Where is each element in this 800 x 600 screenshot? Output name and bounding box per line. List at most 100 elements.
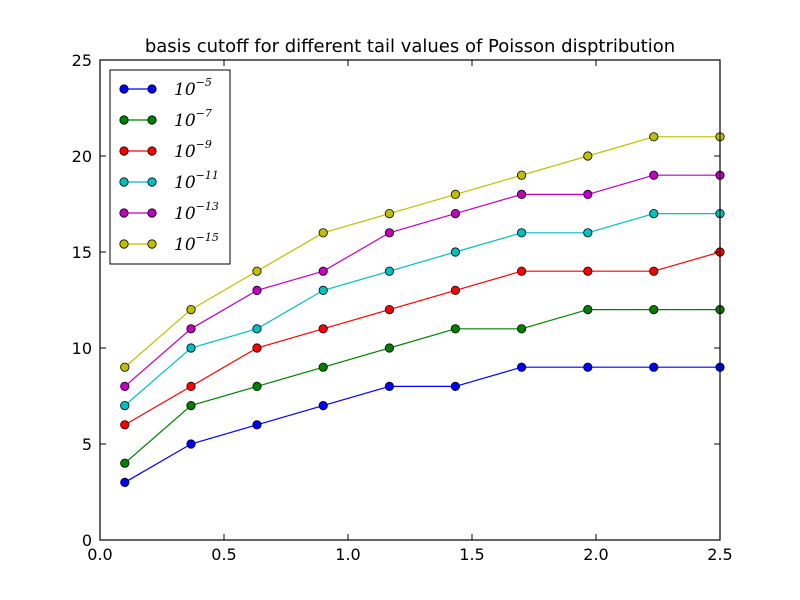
y-tick-label: 0 — [82, 531, 92, 550]
series-line — [124, 136, 720, 368]
data-point — [516, 362, 527, 372]
legend-box — [109, 69, 231, 265]
legend-marker — [147, 177, 157, 187]
data-point — [120, 400, 130, 411]
legend-label: 10−11 — [174, 169, 219, 193]
data-point — [649, 170, 659, 180]
data-point — [252, 324, 262, 334]
legend-marker — [119, 177, 129, 187]
series-3 — [120, 247, 725, 430]
data-point — [318, 266, 328, 276]
y-tick-label: 10 — [72, 339, 92, 358]
legend-marker — [147, 84, 157, 94]
data-point — [450, 381, 460, 391]
data-point — [252, 343, 262, 353]
data-point — [649, 266, 659, 276]
data-point — [384, 266, 395, 276]
data-point — [252, 420, 262, 430]
y-tick-label: 25 — [72, 51, 92, 70]
data-point — [318, 228, 328, 238]
series-line — [124, 174, 720, 387]
data-point — [583, 189, 593, 199]
legend-item: 10−7 — [119, 107, 212, 131]
data-point — [120, 477, 130, 487]
x-tick-label: 2.5 — [707, 545, 732, 564]
data-point — [516, 228, 527, 238]
y-tick-label: 5 — [82, 435, 92, 454]
data-point — [252, 266, 262, 276]
data-point — [120, 458, 130, 468]
y-tick-label: 20 — [72, 147, 92, 166]
x-tick-label: 1.0 — [335, 545, 360, 564]
legend-marker — [147, 239, 157, 249]
x-tick-label: 0.0 — [87, 545, 112, 564]
data-point — [384, 381, 395, 391]
data-point — [516, 170, 527, 180]
axes-layer: 0.0 0.5 1.0 1.5 2.0 2.5 0 5 10 15 20 25 — [72, 51, 733, 564]
plot-frame — [99, 59, 721, 541]
data-point — [649, 209, 659, 219]
legend-marker — [119, 239, 129, 249]
data-point — [186, 304, 196, 315]
data-point — [186, 400, 196, 411]
legend-label: 10−13 — [174, 200, 219, 224]
data-point — [450, 247, 460, 257]
legend-marker — [119, 115, 129, 125]
data-point — [318, 362, 328, 372]
data-point — [252, 381, 262, 391]
legend-item: 10−9 — [119, 138, 212, 162]
series-4 — [120, 209, 725, 411]
legend-label: 10−7 — [174, 107, 212, 131]
data-point — [384, 343, 395, 353]
legend-item: 10−11 — [119, 169, 219, 193]
data-point — [120, 362, 130, 372]
data-point — [583, 151, 593, 161]
series-6 — [120, 132, 725, 372]
data-point — [583, 266, 593, 276]
legend-item: 10−15 — [119, 231, 219, 255]
chart-title: basis cutoff for different tail values o… — [145, 36, 675, 57]
data-point — [649, 132, 659, 142]
data-point — [649, 304, 659, 315]
x-tick-label: 2.0 — [583, 545, 608, 564]
data-point — [318, 324, 328, 334]
data-point — [516, 189, 527, 199]
legend: 10−5 10−7 10−9 10−11 10−13 10−15 — [109, 69, 231, 265]
series-line — [124, 366, 720, 483]
data-point — [318, 285, 328, 295]
data-point — [120, 420, 130, 430]
legend-marker — [147, 146, 157, 156]
data-point — [583, 304, 593, 315]
legend-label: 10−15 — [174, 231, 219, 255]
legend-marker — [119, 146, 129, 156]
legend-marker — [119, 84, 129, 94]
legend-marker — [147, 115, 157, 125]
series-2 — [120, 304, 725, 468]
data-point — [583, 362, 593, 372]
x-tick-label: 0.5 — [211, 545, 236, 564]
y-tick-label: 15 — [72, 243, 92, 262]
data-point — [186, 381, 196, 391]
x-tick-label: 1.5 — [459, 545, 484, 564]
data-point — [450, 189, 460, 199]
legend-item: 10−5 — [119, 76, 212, 100]
series-layer — [120, 132, 725, 487]
series-1 — [120, 362, 725, 487]
data-point — [186, 343, 196, 353]
data-point — [384, 209, 395, 219]
data-point — [583, 228, 593, 238]
data-point — [186, 324, 196, 334]
data-point — [450, 285, 460, 295]
data-point — [450, 324, 460, 334]
data-point — [318, 400, 328, 411]
legend-label: 10−5 — [174, 76, 212, 100]
series-5 — [120, 170, 725, 391]
legend-label: 10−9 — [174, 138, 212, 162]
data-point — [516, 324, 527, 334]
series-line — [124, 213, 720, 407]
data-point — [384, 304, 395, 315]
data-point — [120, 381, 130, 391]
legend-item: 10−13 — [119, 200, 219, 224]
data-point — [384, 228, 395, 238]
